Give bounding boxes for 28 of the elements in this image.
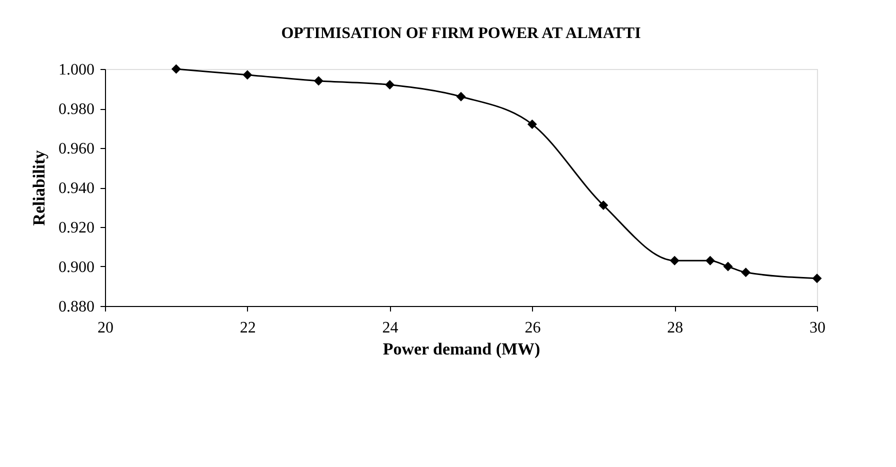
point: [171, 64, 181, 74]
point: [741, 268, 751, 278]
point: [705, 256, 715, 266]
y-tick-label: 0.900: [58, 259, 94, 276]
x-tick-label: 24: [382, 320, 398, 336]
point: [385, 80, 395, 90]
point: [812, 274, 822, 284]
point: [456, 92, 466, 102]
point: [598, 200, 608, 210]
y-tick-label: 0.940: [58, 180, 94, 197]
x-tick-label: 20: [98, 320, 114, 336]
x-tick-label: 22: [240, 320, 256, 336]
y-tick-label: 0.980: [58, 101, 94, 118]
point: [314, 76, 324, 86]
y-tick-label: 0.960: [58, 140, 94, 158]
y-tick-label: 0.880: [58, 298, 94, 316]
y-axis-title: Reliability: [30, 150, 48, 226]
point: [527, 120, 537, 130]
chart-title: OPTIMISATION OF FIRM POWER AT ALMATTI: [281, 25, 641, 42]
y-tick-label: 1.000: [58, 62, 94, 78]
y-tick-label: 0.920: [58, 220, 94, 236]
x-tick-label: 30: [810, 320, 826, 336]
x-axis-title: Power demand (MW): [382, 340, 540, 358]
x-tick-label: 26: [524, 320, 541, 336]
point: [242, 70, 252, 80]
x-tick-label: 28: [667, 320, 684, 336]
point: [723, 262, 733, 272]
point: [670, 256, 680, 266]
